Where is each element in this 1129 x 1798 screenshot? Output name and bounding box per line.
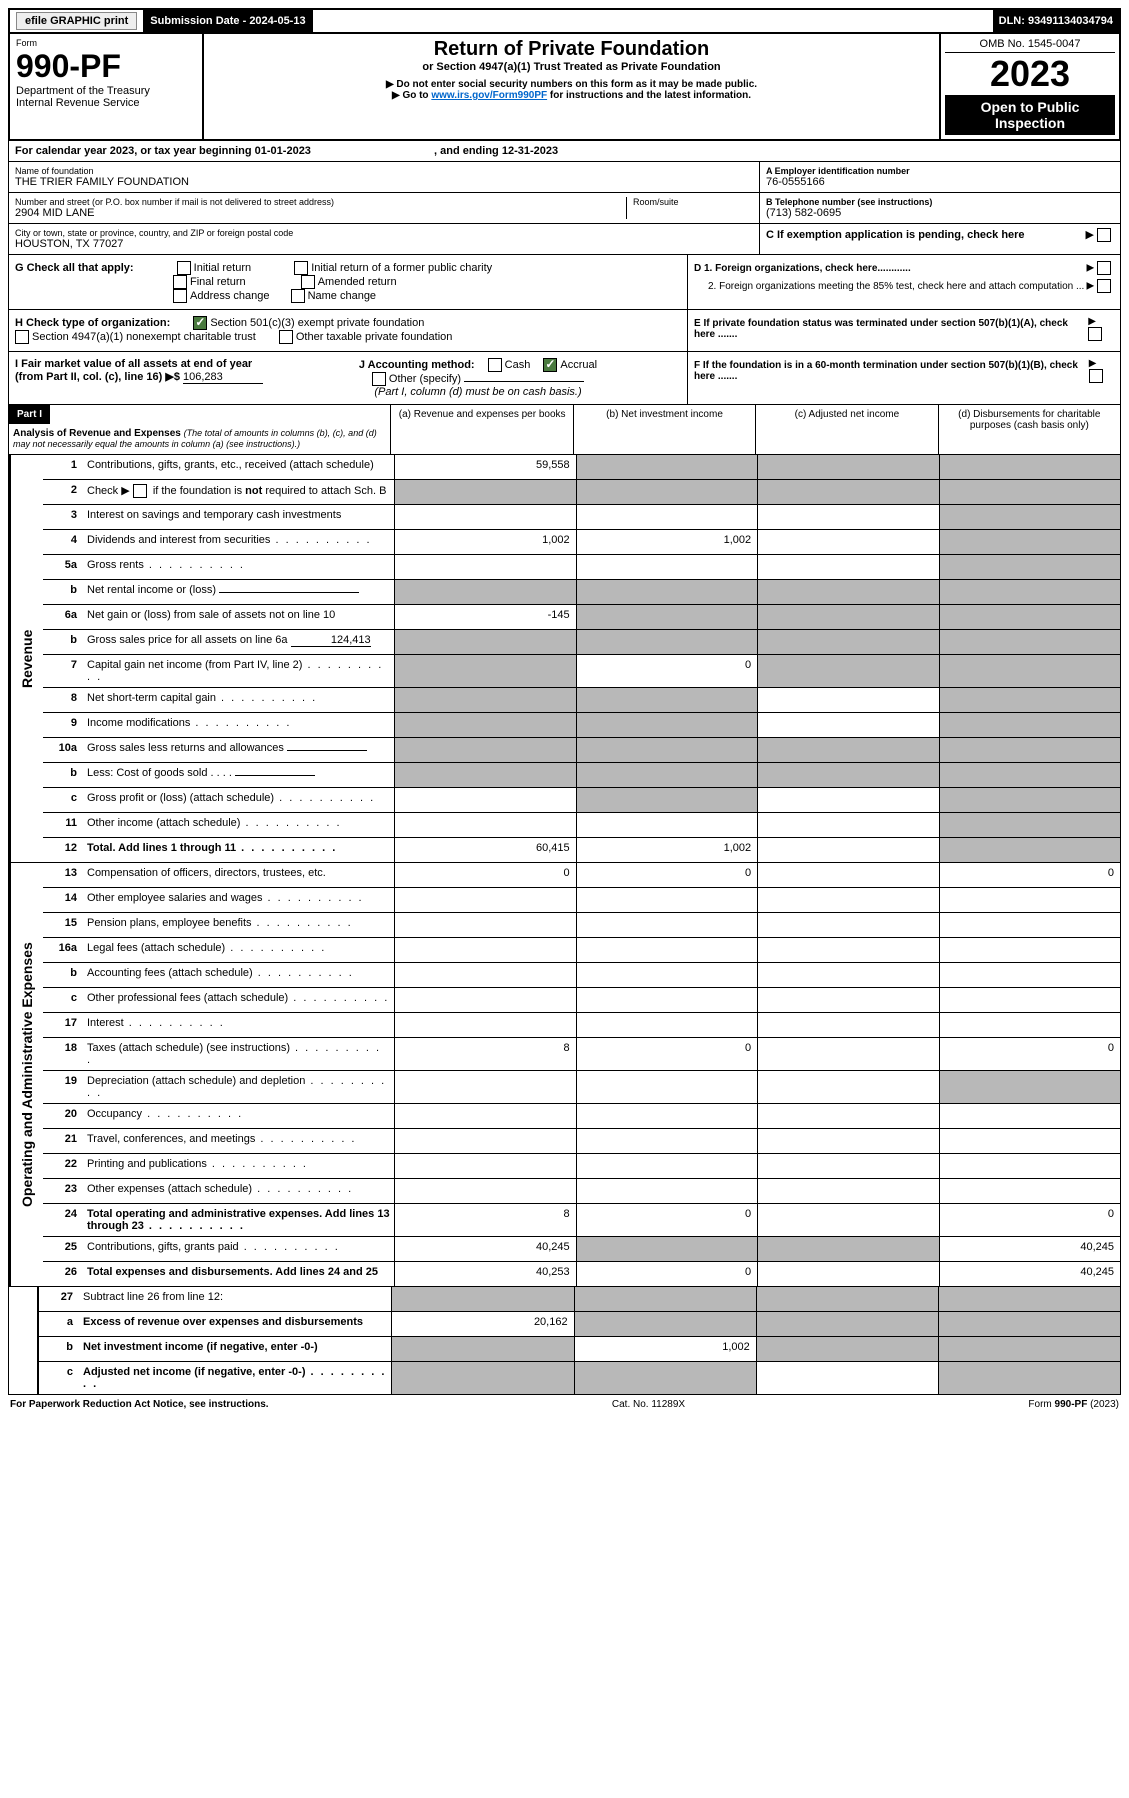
form-label: Form [16,38,196,48]
form-header: Form 990-PF Department of the Treasury I… [8,34,1121,141]
instructions-link[interactable]: www.irs.gov/Form990PF [431,90,547,101]
cat-no: Cat. No. 11289X [612,1399,685,1410]
dept-treasury: Department of the Treasury [16,85,196,97]
f-checkbox[interactable] [1089,369,1103,383]
c-label: C If exemption application is pending, c… [766,229,1025,241]
phone-label: B Telephone number (see instructions) [766,197,1114,207]
ein-value: 76-0555166 [766,176,1114,188]
g-addr-checkbox[interactable] [173,289,187,303]
revenue-section: Revenue 1Contributions, gifts, grants, e… [8,455,1121,863]
d2-label: 2. Foreign organizations meeting the 85%… [694,281,1084,292]
part1-header: Part I Analysis of Revenue and Expenses … [8,405,1121,455]
f-label: F If the foundation is in a 60-month ter… [694,360,1089,382]
d1-label: D 1. Foreign organizations, check here..… [694,263,911,274]
j-cash-checkbox[interactable] [488,358,502,372]
city-state-zip: HOUSTON, TX 77027 [15,238,753,250]
j-other-checkbox[interactable] [372,372,386,386]
g-final-checkbox[interactable] [173,275,187,289]
col-b-header: (b) Net investment income [574,405,756,454]
form-subtitle: or Section 4947(a)(1) Trust Treated as P… [208,61,935,73]
c-checkbox[interactable] [1097,228,1111,242]
street-address: 2904 MID LANE [15,207,626,219]
open-inspection: Open to Public Inspection [945,95,1115,135]
g-amended-checkbox[interactable] [301,275,315,289]
d2-checkbox[interactable] [1097,279,1111,293]
i-value: 106,283 [183,371,263,384]
g-label: G Check all that apply: [15,262,134,274]
irs-label: Internal Revenue Service [16,97,196,109]
page-footer: For Paperwork Reduction Act Notice, see … [8,1395,1121,1414]
col-c-header: (c) Adjusted net income [756,405,938,454]
dln: DLN: 93491134034794 [993,10,1119,32]
g-initial-checkbox[interactable] [177,261,191,275]
j-note: (Part I, column (d) must be on cash basi… [374,386,581,398]
submission-date: Submission Date - 2024-05-13 [144,10,312,32]
e-label: E If private foundation status was termi… [694,318,1088,340]
h-4947-checkbox[interactable] [15,330,29,344]
room-label: Room/suite [633,197,753,207]
instructions-line: ▶ Go to www.irs.gov/Form990PF for instru… [208,90,935,101]
name-label: Name of foundation [15,166,753,176]
ssn-warning: ▶ Do not enter social security numbers o… [208,79,935,90]
addr-label: Number and street (or P.O. box number if… [15,197,626,207]
col-a-header: (a) Revenue and expenses per books [391,405,573,454]
form-title: Return of Private Foundation [208,38,935,61]
j-accrual-checkbox[interactable] [543,358,557,372]
e-checkbox[interactable] [1088,327,1102,341]
entity-info: Name of foundation THE TRIER FAMILY FOUN… [8,162,1121,255]
h-label: H Check type of organization: [15,317,170,329]
efile-print-button[interactable]: efile GRAPHIC print [10,10,144,32]
city-label: City or town, state or province, country… [15,228,753,238]
h-other-checkbox[interactable] [279,330,293,344]
col-d-header: (d) Disbursements for charitable purpose… [939,405,1120,454]
g-initial-former-checkbox[interactable] [294,261,308,275]
section-g: G Check all that apply: Initial return I… [8,255,1121,310]
form-number: 990-PF [16,48,196,85]
part1-label: Part I [9,405,50,424]
calendar-year-row: For calendar year 2023, or tax year begi… [8,141,1121,162]
omb-number: OMB No. 1545-0047 [945,38,1115,53]
top-bar: efile GRAPHIC print Submission Date - 20… [8,8,1121,34]
form-ref: Form 990-PF (2023) [1028,1399,1119,1410]
section-ij: I Fair market value of all assets at end… [8,352,1121,405]
part1-title: Analysis of Revenue and Expenses [13,428,181,439]
expenses-section: Operating and Administrative Expenses 13… [8,863,1121,1287]
h-501-checkbox[interactable] [193,316,207,330]
j-label: J Accounting method: [359,359,475,371]
revenue-side-label: Revenue [9,455,43,862]
d1-checkbox[interactable] [1097,261,1111,275]
ein-label: A Employer identification number [766,166,1114,176]
paperwork-notice: For Paperwork Reduction Act Notice, see … [10,1399,269,1410]
phone-value: (713) 582-0695 [766,207,1114,219]
sch-b-checkbox[interactable] [133,484,147,498]
section-h: H Check type of organization: Section 50… [8,310,1121,352]
foundation-name: THE TRIER FAMILY FOUNDATION [15,176,753,188]
tax-year: 2023 [945,53,1115,95]
g-name-checkbox[interactable] [291,289,305,303]
expenses-side-label: Operating and Administrative Expenses [9,863,43,1286]
line-27-section: 27Subtract line 26 from line 12: aExcess… [8,1287,1121,1395]
